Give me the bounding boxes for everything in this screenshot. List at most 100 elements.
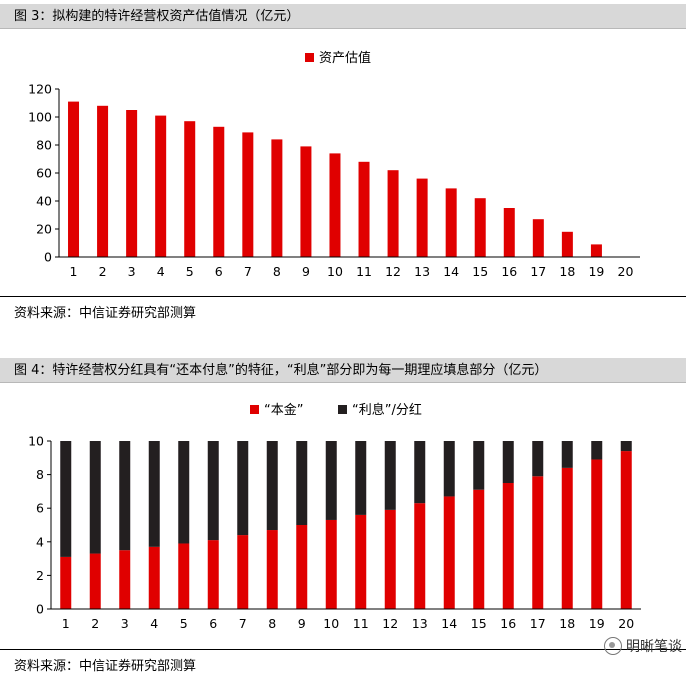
figure3-source: 资料来源：中信证券研究部测算	[14, 306, 197, 321]
x-tick-label: 9	[302, 264, 310, 279]
valuation-bar-6	[213, 126, 225, 257]
interest-bar-11	[355, 441, 367, 515]
legend-label-1: “本金”	[264, 402, 303, 418]
x-tick-label: 11	[353, 616, 369, 631]
principal-bar-7	[237, 535, 249, 609]
valuation-bar-2	[97, 105, 109, 257]
x-tick-label: 14	[441, 616, 457, 631]
x-tick-label: 12	[385, 264, 401, 279]
x-tick-label: 15	[471, 616, 487, 631]
valuation-bar-16	[503, 208, 515, 257]
interest-bar-17	[532, 441, 544, 477]
valuation-bar-17	[532, 219, 544, 257]
x-tick-label: 16	[500, 616, 516, 631]
x-tick-label: 18	[559, 616, 575, 631]
y-tick-label: 60	[36, 166, 52, 181]
x-tick-label: 6	[209, 616, 217, 631]
x-tick-label: 20	[618, 616, 634, 631]
valuation-bar-14	[445, 188, 457, 257]
x-tick-label: 13	[414, 264, 430, 279]
principal-bar-5	[178, 543, 190, 609]
interest-bar-12	[384, 441, 396, 510]
principal-bar-16	[502, 483, 514, 609]
valuation-bar-11	[358, 161, 370, 257]
x-tick-label: 5	[186, 264, 194, 279]
x-tick-label: 1	[62, 616, 70, 631]
principal-bar-18	[561, 467, 573, 609]
x-tick-label: 13	[412, 616, 428, 631]
principal-bar-1	[60, 556, 72, 609]
x-tick-label: 1	[70, 264, 78, 279]
legend-label-2: “利息”/分红	[352, 402, 422, 418]
interest-bar-10	[325, 441, 337, 520]
x-tick-label: 19	[588, 264, 604, 279]
figure3-title: 图 3：拟构建的特许经营权资产估值情况（亿元）	[0, 4, 686, 29]
y-tick-label: 6	[36, 501, 44, 516]
watermark: 明晰笔谈	[604, 636, 682, 656]
y-tick-label: 40	[36, 194, 52, 209]
legend-swatch-1	[305, 53, 314, 62]
interest-bar-3	[119, 441, 131, 551]
valuation-bar-15	[474, 198, 486, 257]
interest-bar-19	[591, 441, 603, 460]
figure4-title: 图 4：特许经营权分红具有“还本付息”的特征，“利息”部分即为每一期理应填息部分…	[0, 358, 686, 383]
x-tick-label: 5	[180, 616, 188, 631]
x-tick-label: 10	[323, 616, 339, 631]
y-tick-label: 120	[28, 82, 52, 97]
figure4-source: 资料来源：中信证券研究部测算	[14, 659, 197, 674]
x-tick-label: 9	[298, 616, 306, 631]
valuation-bar-9	[300, 146, 312, 257]
x-tick-label: 10	[327, 264, 343, 279]
y-tick-label: 0	[36, 602, 44, 617]
y-tick-label: 2	[36, 568, 44, 583]
valuation-bar-7	[242, 132, 254, 257]
interest-bar-20	[620, 441, 632, 452]
principal-bar-9	[296, 525, 308, 609]
x-tick-label: 3	[121, 616, 129, 631]
x-tick-label: 17	[530, 616, 546, 631]
principal-bar-19	[591, 459, 603, 609]
interest-bar-4	[148, 441, 160, 547]
x-tick-label: 4	[150, 616, 158, 631]
x-tick-label: 18	[559, 264, 575, 279]
valuation-bar-13	[416, 178, 428, 257]
y-tick-label: 80	[36, 138, 52, 153]
interest-bar-2	[89, 441, 101, 554]
figure3-divider	[0, 296, 686, 297]
y-tick-label: 0	[44, 250, 52, 265]
interest-bar-15	[473, 441, 485, 490]
x-tick-label: 6	[215, 264, 223, 279]
valuation-bar-10	[329, 153, 341, 257]
interest-bar-1	[60, 441, 72, 557]
principal-bar-6	[207, 540, 219, 609]
x-tick-label: 19	[589, 616, 605, 631]
wechat-icon	[604, 637, 622, 655]
x-tick-label: 4	[157, 264, 165, 279]
interest-bar-5	[178, 441, 190, 544]
principal-bar-8	[266, 530, 278, 609]
x-tick-label: 3	[128, 264, 136, 279]
interest-bar-14	[443, 441, 455, 497]
interest-bar-16	[502, 441, 514, 483]
y-tick-label: 100	[28, 110, 52, 125]
valuation-bar-18	[561, 231, 573, 257]
x-tick-label: 20	[618, 264, 634, 279]
y-tick-label: 10	[28, 434, 44, 449]
x-tick-label: 8	[268, 616, 276, 631]
legend-swatch-1	[250, 405, 259, 414]
x-tick-label: 2	[91, 616, 99, 631]
watermark-text: 明晰笔谈	[626, 639, 682, 655]
valuation-bar-4	[155, 115, 167, 257]
x-tick-label: 17	[530, 264, 546, 279]
principal-bar-17	[532, 476, 544, 609]
x-tick-label: 8	[273, 264, 281, 279]
y-tick-label: 4	[36, 534, 44, 549]
x-tick-label: 2	[99, 264, 107, 279]
valuation-bar-5	[184, 121, 196, 257]
x-tick-label: 7	[244, 264, 252, 279]
valuation-bar-1	[68, 101, 80, 257]
interest-bar-7	[237, 441, 249, 536]
x-tick-label: 7	[239, 616, 247, 631]
